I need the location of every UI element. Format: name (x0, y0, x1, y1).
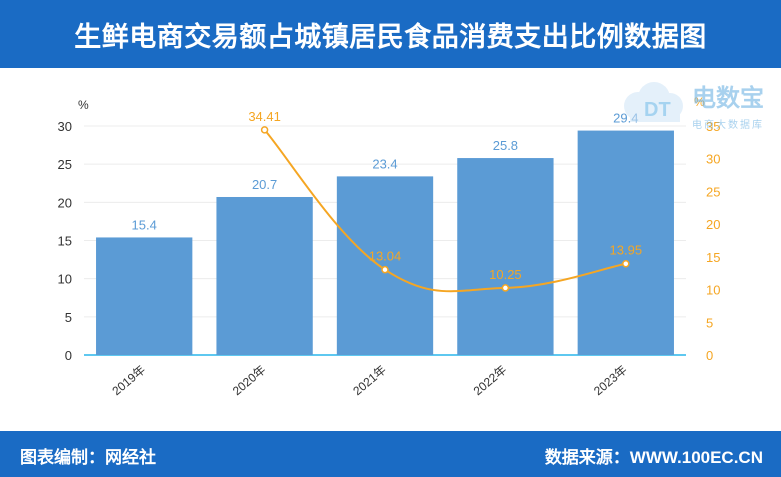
right-axis-tick-label: 0 (706, 348, 713, 363)
logo-badge: DT (644, 99, 671, 121)
x-tick-label: 2019年 (109, 363, 148, 399)
logo: DT 电数宝 电商大数据库 (624, 82, 764, 131)
right-axis-tick-label: 15 (706, 250, 720, 265)
line-value-label: 13.04 (369, 249, 402, 264)
right-axis-tick-label: 5 (706, 315, 713, 330)
right-axis-tick-label: 10 (706, 283, 720, 298)
x-tick-label: 2021年 (350, 363, 389, 399)
right-axis-tick-label: 35 (706, 119, 720, 134)
line-point (260, 126, 269, 134)
left-axis-tick-label: 30 (58, 119, 72, 134)
left-axis-unit: % (78, 98, 89, 112)
left-axis-tick-label: 15 (58, 234, 72, 249)
left-axis-tick-label: 5 (65, 310, 72, 325)
cloud-icon (624, 82, 683, 122)
line-point (622, 259, 630, 268)
x-tick-label: 2020年 (230, 363, 269, 399)
logo-text: 电数宝 (692, 84, 764, 112)
line-point (501, 284, 510, 292)
line-value-label: 13.95 (610, 243, 643, 258)
left-axis-tick-label: 25 (58, 157, 72, 172)
bar (336, 176, 434, 355)
left-axis-tick-label: 20 (58, 195, 72, 210)
footer-bar: 图表编制：网经社 数据来源：WWW.100EC.CN (0, 431, 781, 477)
bar-value-label: 15.4 (132, 217, 157, 232)
x-tick-label: 2022年 (471, 363, 510, 399)
bar (577, 130, 674, 355)
line-value-label: 34.41 (248, 109, 281, 124)
x-tick-label: 2023年 (591, 363, 630, 399)
left-axis-tick-label: 10 (58, 272, 72, 287)
bar (96, 237, 193, 355)
line-point (381, 265, 389, 274)
right-axis-tick-label: 20 (706, 217, 720, 232)
bar-value-label: 20.7 (252, 177, 277, 192)
line-series (263, 129, 626, 293)
right-axis-tick-label: 25 (706, 184, 720, 199)
footer-source: 数据来源：WWW.100EC.CN (544, 448, 763, 467)
title-banner: 生鲜电商交易额占城镇居民食品消费支出比例数据图 (0, 0, 781, 68)
chart-title: 生鲜电商交易额占城镇居民食品消费支出比例数据图 (74, 21, 707, 52)
footer-compiler: 图表编制：网经社 (20, 448, 156, 467)
bar-value-label: 23.4 (372, 156, 397, 171)
logo-subtitle: 电商大数据库 (692, 118, 764, 131)
right-axis-tick-label: 30 (706, 152, 720, 167)
bar (216, 196, 313, 355)
bar-value-label: 25.8 (493, 138, 518, 153)
bar (457, 158, 554, 355)
line-value-label: 10.25 (489, 267, 522, 282)
right-axis-unit: % (694, 95, 705, 109)
left-axis-tick-label: 0 (65, 348, 72, 363)
